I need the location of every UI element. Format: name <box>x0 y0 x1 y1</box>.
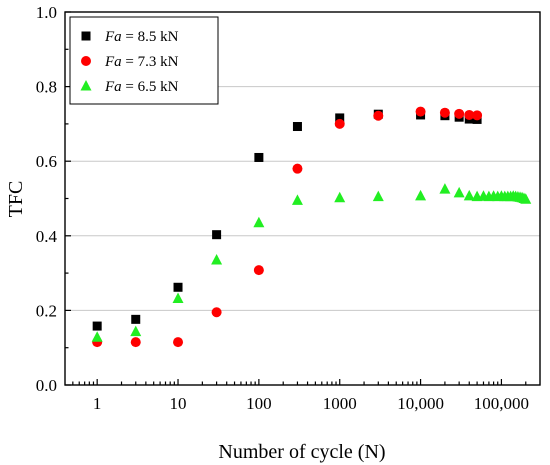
legend-label: Fa = 8.5 kN <box>104 29 179 45</box>
legend-marker <box>81 56 91 66</box>
data-point <box>463 189 475 201</box>
data-point <box>453 186 465 198</box>
y-axis-title: TFC <box>5 181 27 218</box>
data-point <box>415 189 427 201</box>
data-point <box>292 122 302 132</box>
data-point <box>211 307 222 318</box>
legend-entry: Fa = 7.3 kN <box>81 54 179 70</box>
data-points <box>91 106 532 348</box>
data-point <box>292 163 303 174</box>
legend-box <box>69 16 219 105</box>
legend-label: Fa = 6.5 kN <box>104 79 179 95</box>
y-tick-label: 0.8 <box>36 78 57 97</box>
data-point <box>454 108 465 119</box>
x-tick-label: 100,000 <box>474 394 529 413</box>
x-tick-label: 1 <box>93 394 102 413</box>
data-point <box>211 254 223 265</box>
data-point <box>439 107 450 118</box>
data-point <box>212 230 222 240</box>
legend-marker <box>80 80 92 91</box>
data-point <box>372 190 384 202</box>
data-point <box>92 321 102 331</box>
data-point <box>373 110 384 121</box>
data-point <box>439 183 451 194</box>
x-tick-label: 100 <box>246 394 272 413</box>
tick-labels: 0.0 0.2 0.4 0.6 0.8 1.0 1 10 100 1000 10,000 100,00… <box>36 3 529 413</box>
data-point <box>131 314 141 324</box>
x-tick-label: 10 <box>170 394 187 413</box>
data-point <box>464 109 475 120</box>
series-circle <box>92 106 483 348</box>
data-point <box>253 216 265 228</box>
legend-entry: Fa = 8.5 kN <box>81 29 179 45</box>
data-point <box>172 292 184 303</box>
x-tick-label: 10,000 <box>397 394 444 413</box>
legend-label-symbol: Fa <box>104 79 122 95</box>
y-tick-label: 1.0 <box>36 3 57 22</box>
legend-label-symbol: Fa <box>104 54 122 70</box>
data-point <box>291 194 303 205</box>
data-point <box>334 191 346 203</box>
y-tick-label: 0.0 <box>36 376 57 395</box>
series-triangle <box>91 183 532 342</box>
data-point <box>173 337 184 348</box>
data-point <box>472 110 483 121</box>
x-tick-label: 1000 <box>323 394 357 413</box>
y-tick-label: 0.6 <box>36 152 57 171</box>
series-square <box>92 109 482 331</box>
legend-label-value: = 7.3 kN <box>122 54 179 70</box>
legend-marker <box>81 31 91 41</box>
data-point <box>130 337 141 348</box>
x-axis-title: Number of cycle (N) <box>218 441 385 463</box>
data-point <box>520 193 532 204</box>
data-point <box>91 331 103 342</box>
legend-label: Fa = 7.3 kN <box>104 54 179 70</box>
data-point <box>173 282 183 292</box>
plot-frame <box>64 11 541 386</box>
y-tick-label: 0.4 <box>36 227 58 246</box>
legend-label-symbol: Fa <box>104 29 122 45</box>
y-tick-label: 0.2 <box>36 301 57 320</box>
data-point <box>253 265 264 276</box>
data-point <box>254 152 264 162</box>
data-point <box>334 118 345 129</box>
legend-entry: Fa = 6.5 kN <box>80 79 179 95</box>
data-point <box>130 325 142 337</box>
legend-label-value: = 8.5 kN <box>122 29 179 45</box>
data-point <box>415 106 426 117</box>
legend-label-value: = 6.5 kN <box>122 79 179 95</box>
data-point <box>335 113 345 123</box>
